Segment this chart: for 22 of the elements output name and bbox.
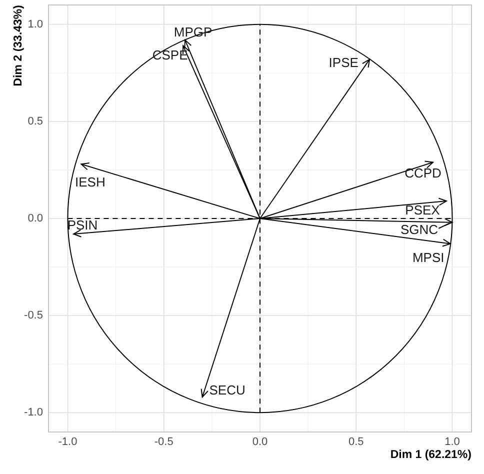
y-tick-label: 0.0 xyxy=(28,212,43,224)
y-tick-label: 1.0 xyxy=(28,18,43,30)
y-tick-label: -1.0 xyxy=(24,406,43,419)
x-tick-label: -0.5 xyxy=(154,436,174,448)
series-label: IPSE xyxy=(328,54,359,70)
y-axis-title: Dim 2 (33.43%) xyxy=(12,4,24,86)
series-label: IESH xyxy=(75,174,106,190)
y-tick-label: 0.5 xyxy=(28,115,43,128)
x-axis-title: Dim 1 (62.21%) xyxy=(390,449,472,461)
legend-label: SGNC xyxy=(400,222,438,237)
y-tick-label: -0.5 xyxy=(24,310,43,322)
x-tick-label: -1.0 xyxy=(58,436,78,448)
series-label: SECU xyxy=(209,382,246,398)
x-tick-label: 1.0 xyxy=(444,436,460,448)
series-label: CCPD xyxy=(404,166,442,181)
series-label: MPGP xyxy=(174,24,212,40)
series-label: PSEX xyxy=(405,202,440,218)
x-tick-label: 0.0 xyxy=(252,436,268,448)
series-label: MPSI xyxy=(412,250,444,266)
series-label: CSPE xyxy=(152,47,188,62)
series-label: PSIN xyxy=(67,218,98,233)
x-tick-label: 0.5 xyxy=(348,436,364,448)
